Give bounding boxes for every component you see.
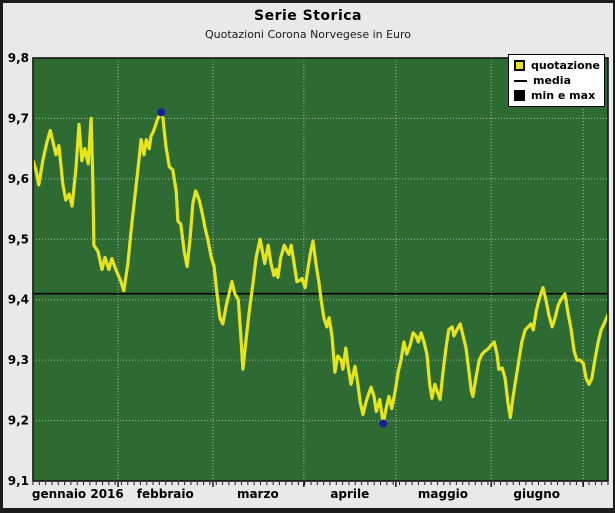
- x-month-label: marzo: [237, 487, 279, 501]
- page-subtitle: Quotazioni Corona Norvegese in Euro: [204, 28, 412, 41]
- x-month-label: gennaio 2016: [32, 487, 124, 501]
- max-point-marker: [157, 108, 166, 117]
- y-tick-label: 9,5: [8, 232, 29, 246]
- y-tick-label: 9,4: [8, 293, 29, 307]
- min-point-marker: [379, 419, 388, 428]
- legend-label: media: [533, 74, 571, 87]
- legend-label: quotazione: [531, 59, 600, 72]
- plot-area: [33, 58, 608, 481]
- chart-legend: quotazione media min e max: [508, 54, 605, 107]
- legend-item-media: media: [514, 73, 604, 88]
- legend-item-minmax: min e max: [514, 88, 604, 103]
- x-month-label: maggio: [418, 487, 468, 501]
- x-month-label: febbraio: [137, 487, 194, 501]
- x-month-label: aprile: [330, 487, 369, 501]
- legend-item-quotazione: quotazione: [514, 58, 604, 73]
- minmax-swatch-icon: [514, 90, 525, 101]
- page-title: Serie Storica: [254, 8, 362, 24]
- y-tick-label: 9,7: [8, 111, 29, 125]
- x-month-label: giugno: [513, 487, 560, 501]
- legend-label: min e max: [531, 89, 596, 102]
- y-tick-label: 9,2: [8, 414, 29, 428]
- media-swatch-icon: [514, 79, 527, 82]
- y-tick-label: 9,8: [8, 51, 29, 65]
- y-tick-label: 9,6: [8, 172, 29, 186]
- quotazione-line: [31, 110, 610, 426]
- quotazione-swatch-icon: [514, 60, 525, 71]
- y-tick-label: 9,3: [8, 353, 29, 367]
- plot-border: [32, 57, 609, 482]
- y-tick-label: 9,1: [8, 474, 29, 488]
